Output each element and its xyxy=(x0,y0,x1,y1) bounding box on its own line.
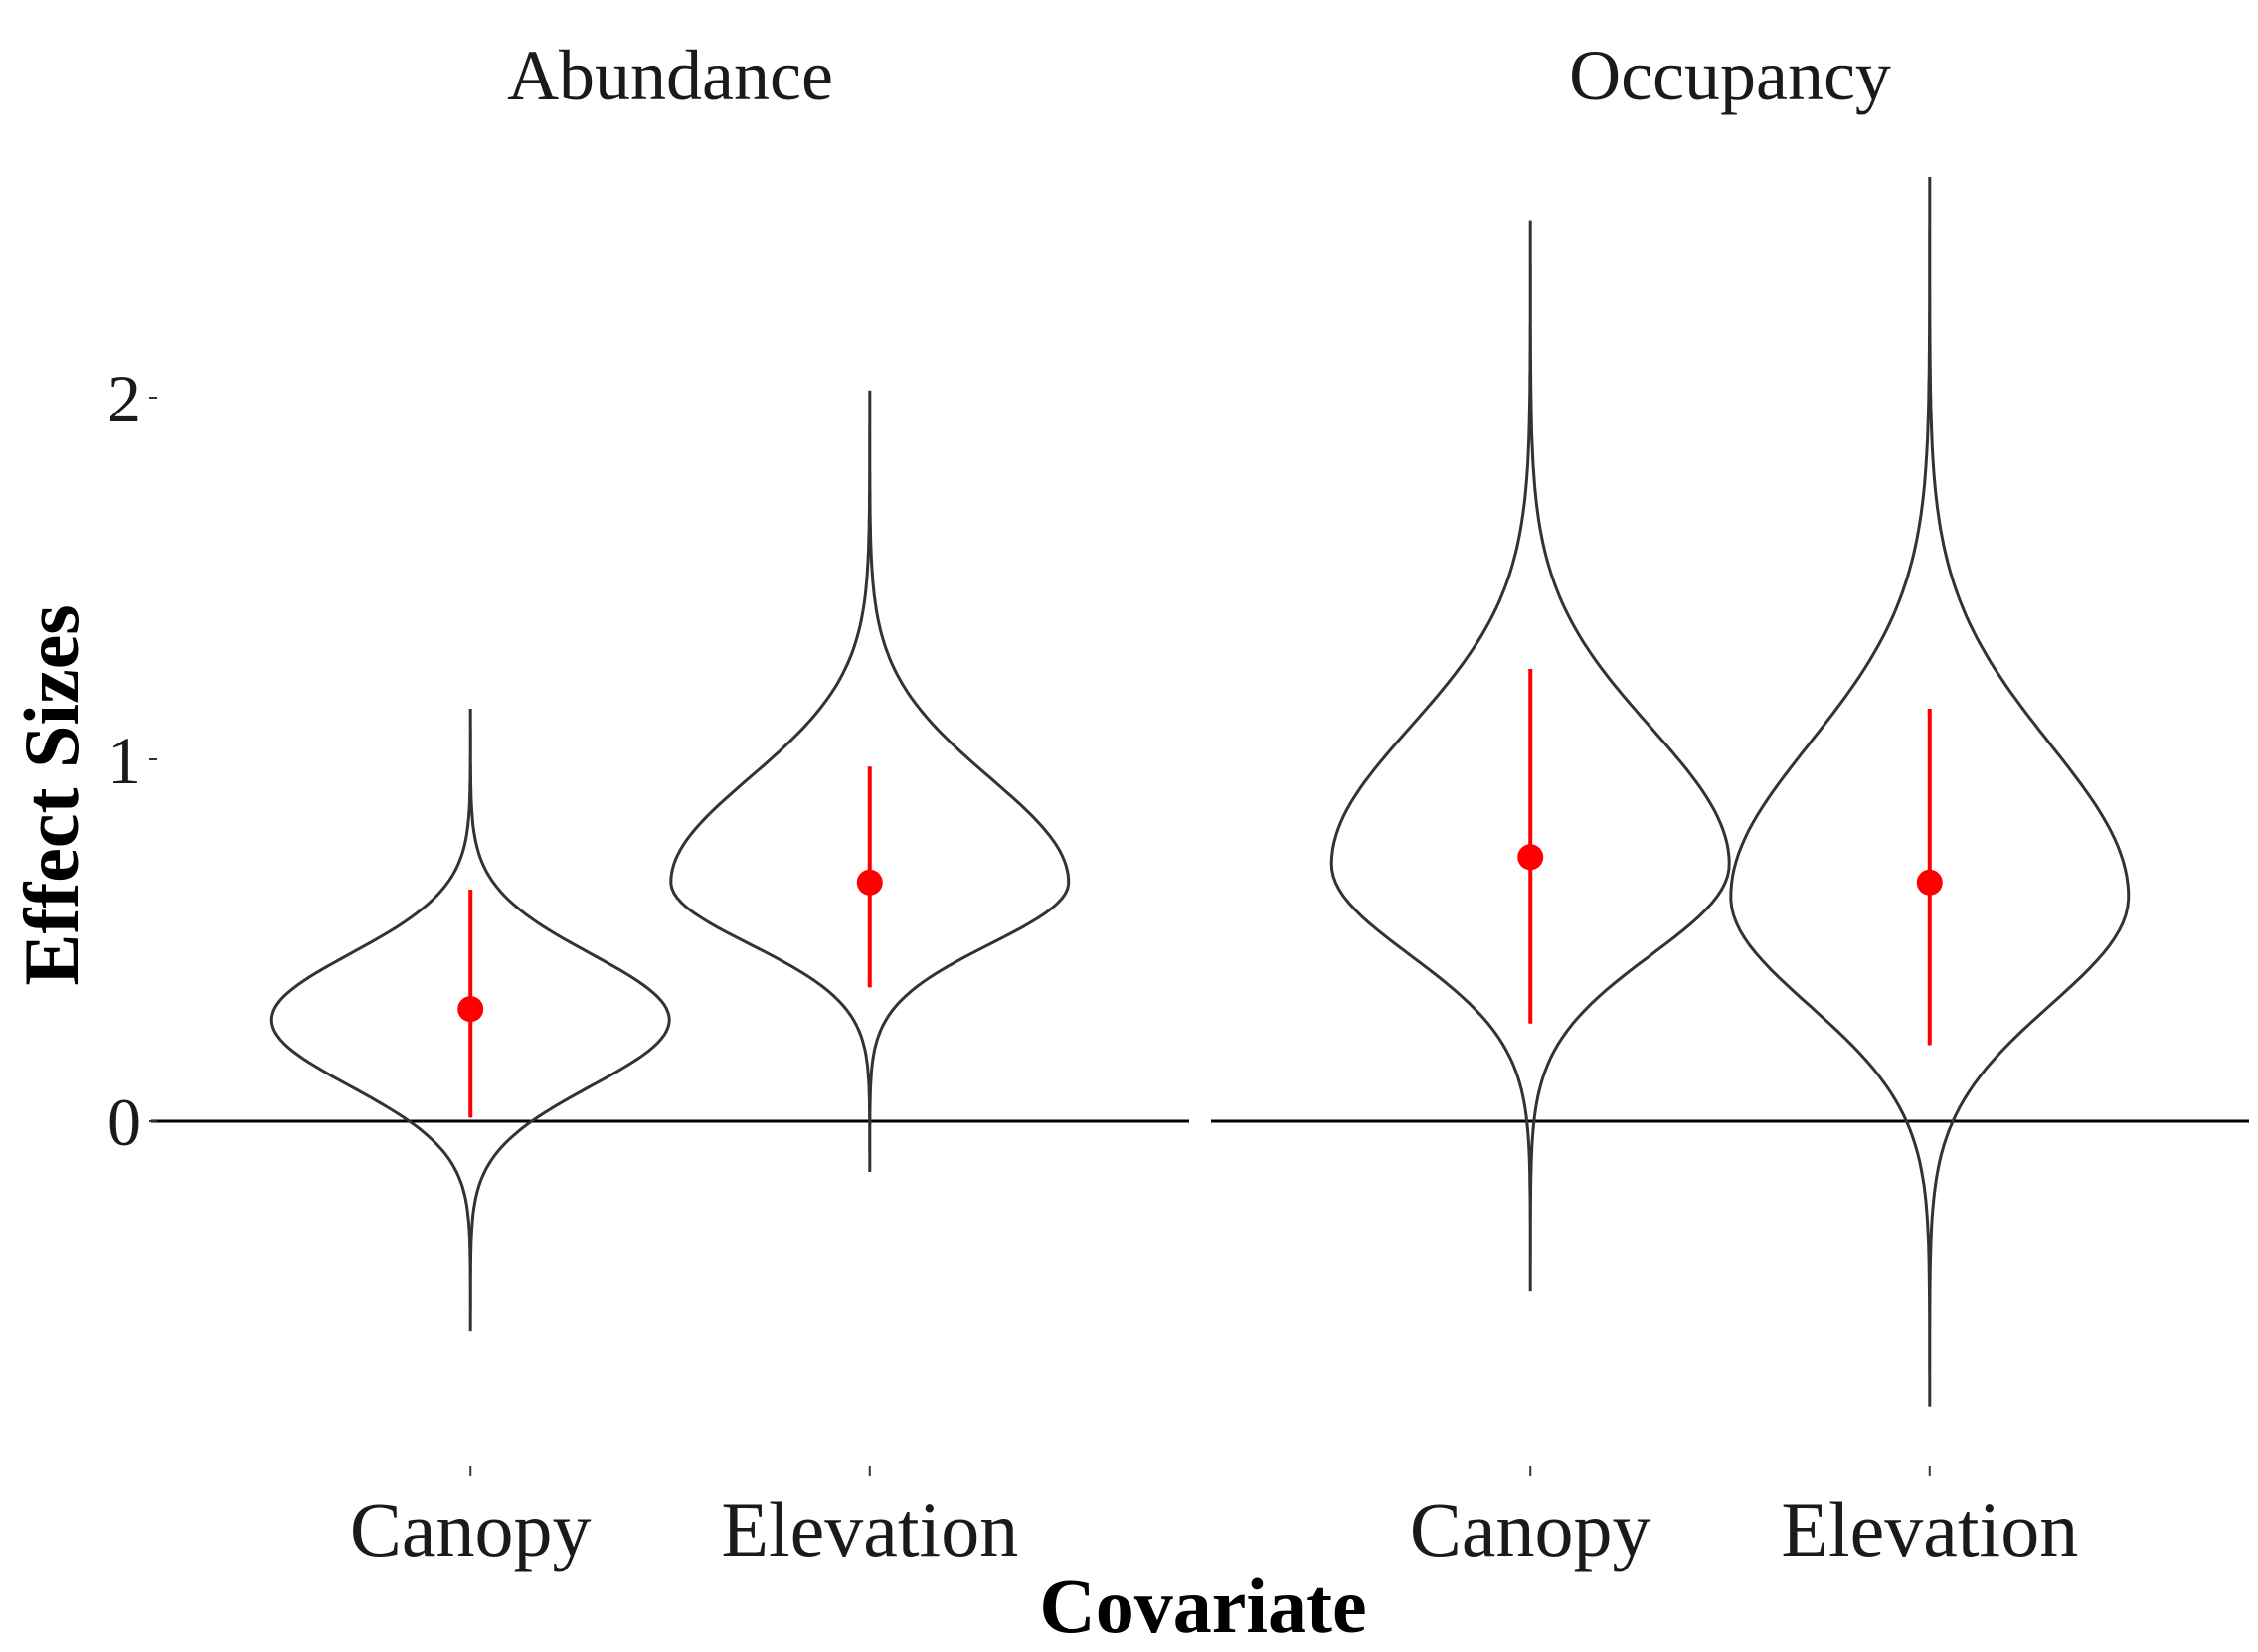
y-tick-label: 0 xyxy=(107,1084,141,1160)
x-tick-label: Elevation xyxy=(1781,1486,2078,1572)
x-tick-label: Canopy xyxy=(1410,1486,1651,1572)
violin-elevation xyxy=(1729,177,2131,1407)
violin-elevation xyxy=(669,390,1071,1172)
x-axis-title: Covariate xyxy=(1039,1563,1366,1649)
facet-strip-title: Abundance xyxy=(507,36,833,115)
facet-panel-abundance: Abundance Canopy Elevation xyxy=(151,36,1189,1572)
y-axis-title: Effect Sizes xyxy=(8,604,94,985)
facet-panel-occupancy: Occupancy Canopy Elevation xyxy=(1211,36,2249,1572)
median-point-canopy xyxy=(1517,844,1544,871)
y-tick-label: 2 xyxy=(107,361,141,436)
panels-layer: Abundance Canopy Elevation Occupancy Canopy E… xyxy=(151,36,2249,1572)
median-point-canopy xyxy=(457,996,484,1023)
violin-canopy xyxy=(269,709,671,1332)
x-tick-label: Elevation xyxy=(721,1486,1018,1572)
y-axis: 0 1 2 xyxy=(107,361,157,1160)
median-point-elevation xyxy=(1916,869,1943,896)
y-tick-label: 1 xyxy=(107,723,141,798)
median-point-elevation xyxy=(856,869,883,896)
x-tick-label: Canopy xyxy=(350,1486,592,1572)
violin-canopy xyxy=(1329,220,1731,1292)
facet-strip-title: Occupancy xyxy=(1569,36,1891,115)
